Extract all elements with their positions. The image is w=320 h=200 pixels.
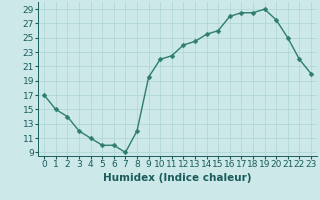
X-axis label: Humidex (Indice chaleur): Humidex (Indice chaleur) (103, 173, 252, 183)
